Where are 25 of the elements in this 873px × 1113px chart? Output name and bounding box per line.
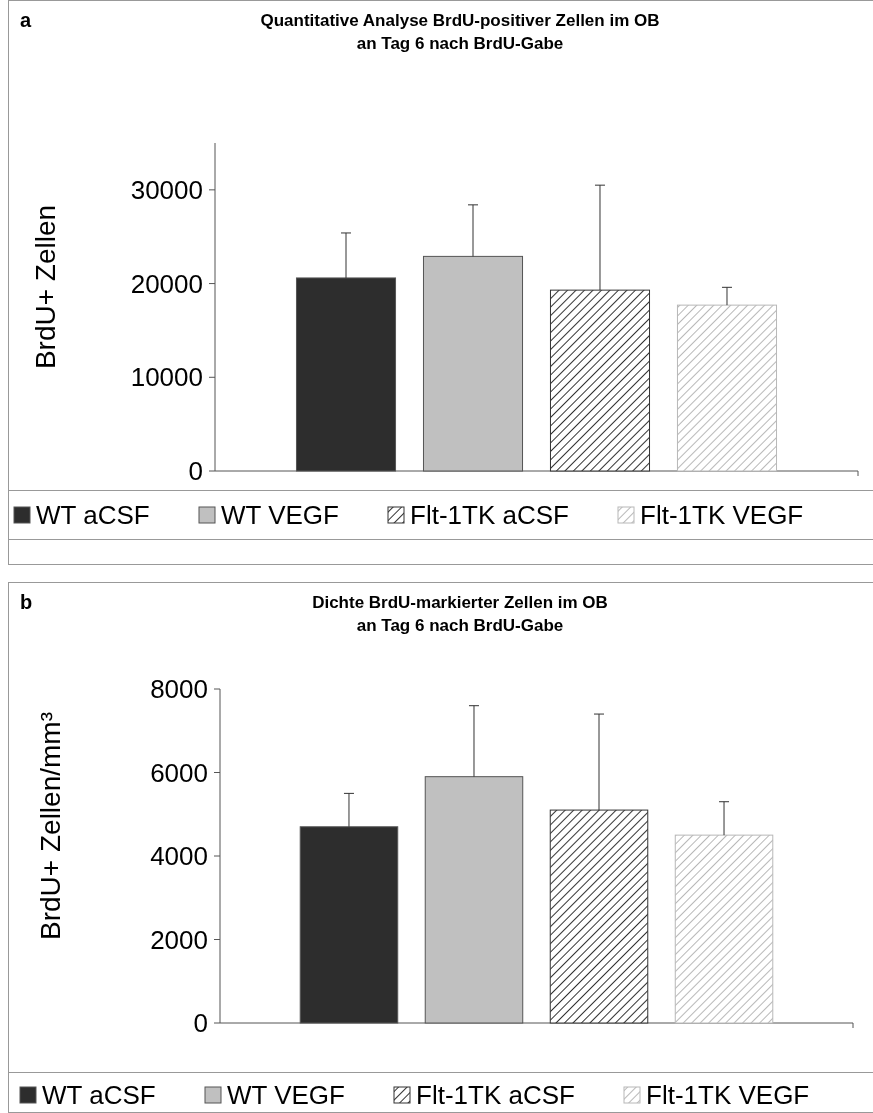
text: b	[20, 591, 33, 613]
chart-title: Quantitative Analyse BrdU-positiver Zellen im OB an Tag 6 nach BrdU-Gabe	[260, 11, 660, 53]
y-tick-label: 6000	[150, 757, 208, 788]
y-tick-label: 8000	[150, 674, 208, 705]
y-tick-label: 30000	[130, 174, 203, 205]
legend-label: WT VEGF	[221, 500, 339, 531]
bar	[676, 304, 778, 472]
legend-label: Flt-1TK VEGF	[640, 500, 804, 531]
y-tick-label: 10000	[130, 362, 203, 393]
y-axis-title: BrdU+ Zellen	[30, 204, 61, 370]
y-axis-title: BrdU+ Zellen/mm³	[35, 712, 66, 940]
y-tick-label: 2000	[150, 924, 208, 955]
legend-label: WT VEGF	[227, 1080, 345, 1111]
legend-label: WT aCSF	[42, 1080, 156, 1111]
legend-label: Flt-1TK aCSF	[416, 1080, 575, 1111]
y-tick-label: 0	[193, 1008, 208, 1039]
chart-title: Dichte BrdU-markierter Zellen im OB an Tag 6 nach BrdU-Gabe	[312, 593, 608, 635]
bar	[674, 834, 774, 1024]
text: a	[20, 9, 32, 31]
y-tick-label: 20000	[130, 268, 203, 299]
y-tick-label: 0	[188, 456, 203, 487]
legend-label: Flt-1TK VEGF	[646, 1080, 810, 1111]
legend-label: Flt-1TK aCSF	[410, 500, 569, 531]
legend-label: WT aCSF	[36, 500, 150, 531]
y-tick-label: 4000	[150, 841, 208, 872]
